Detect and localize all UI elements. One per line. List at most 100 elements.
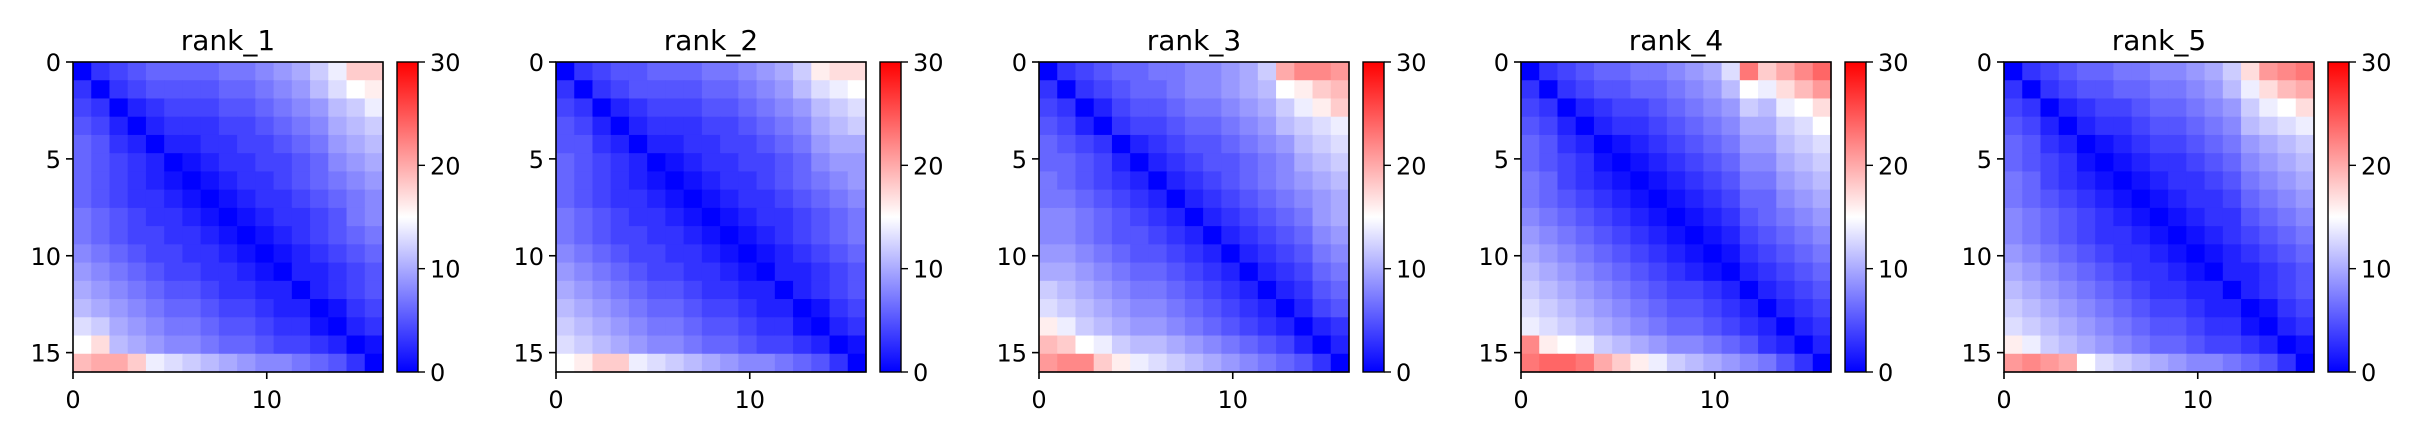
- heatmap-cell: [1557, 335, 1577, 355]
- heatmap-cell: [310, 299, 329, 318]
- heatmap-cell: [683, 353, 703, 373]
- heatmap-cell: [346, 280, 366, 300]
- heatmap-cell: [2259, 226, 2279, 245]
- heatmap-cell: [2186, 262, 2206, 282]
- heatmap-cell: [145, 353, 165, 373]
- heatmap-cell: [1685, 317, 1704, 337]
- heatmap-cell: [1330, 80, 1350, 100]
- heatmap-cell: [2095, 80, 2115, 100]
- heatmap-cell: [1794, 98, 1814, 118]
- heatmap-cell: [2295, 62, 2315, 81]
- heatmap-cell: [2040, 62, 2060, 81]
- heatmap-cell: [2186, 153, 2206, 173]
- heatmap-cell: [756, 280, 776, 300]
- heatmap-cell: [811, 299, 831, 318]
- heatmap-cell: [291, 317, 311, 337]
- panel-title: rank_4: [1629, 24, 1723, 57]
- heatmap-cell: [310, 262, 329, 282]
- heatmap-cell: [73, 207, 92, 227]
- heatmap-cell: [73, 244, 92, 264]
- heatmap-cell: [2241, 189, 2260, 209]
- heatmap-cell: [647, 353, 667, 373]
- heatmap-cell: [164, 207, 184, 227]
- heatmap-cell: [665, 80, 685, 100]
- heatmap-cell: [683, 207, 703, 227]
- heatmap-cell: [2076, 62, 2096, 81]
- heatmap-cell: [1593, 116, 1613, 136]
- heatmap-cell: [2004, 353, 2023, 373]
- heatmap-cell: [1666, 171, 1686, 191]
- heatmap-cell: [811, 317, 831, 337]
- heatmap-cell: [2259, 62, 2279, 81]
- colorbar-tick-label: 10: [913, 256, 944, 284]
- heatmap-cell: [291, 116, 311, 136]
- heatmap-cell: [1148, 226, 1168, 245]
- heatmap-cell: [647, 226, 667, 245]
- heatmap-cell: [1776, 335, 1796, 355]
- heatmap-cell: [1648, 299, 1668, 318]
- heatmap-cell: [1630, 299, 1650, 318]
- heatmap-cell: [811, 280, 831, 300]
- heatmap-cell: [1111, 280, 1131, 300]
- heatmap-cell: [1203, 189, 1222, 209]
- heatmap-cell: [2058, 171, 2078, 191]
- heatmap-cell: [1648, 207, 1668, 227]
- heatmap-cell: [2076, 353, 2096, 373]
- heatmap-cell: [2186, 98, 2206, 118]
- heatmap-cell: [1539, 171, 1559, 191]
- heatmap-cell: [701, 244, 721, 264]
- heatmap-cell: [2149, 207, 2169, 227]
- heatmap-cell: [182, 226, 202, 245]
- heatmap-cell: [811, 189, 831, 209]
- heatmap-cell: [793, 171, 812, 191]
- heatmap-cell: [665, 171, 685, 191]
- heatmap-cell: [200, 207, 220, 227]
- heatmap-cell: [1685, 207, 1704, 227]
- heatmap-cell: [1221, 153, 1241, 173]
- heatmap-cell: [647, 98, 667, 118]
- heatmap-cell: [218, 98, 238, 118]
- heatmap-cell: [738, 353, 758, 373]
- heatmap-cell: [1776, 153, 1796, 173]
- heatmap-cell: [793, 280, 812, 300]
- heatmap-cell: [255, 134, 275, 154]
- heatmap-cell: [109, 189, 129, 209]
- heatmap-cell: [1685, 353, 1704, 373]
- colorbar-tick-label: 30: [1878, 49, 1909, 77]
- heatmap-cell: [2277, 62, 2297, 81]
- heatmap-cell: [2259, 317, 2279, 337]
- heatmap-cells: [1039, 62, 1350, 373]
- heatmap-cell: [1758, 153, 1777, 173]
- heatmap-cell: [1203, 335, 1222, 355]
- heatmap-cell: [291, 80, 311, 100]
- heatmap-cell: [1039, 62, 1058, 81]
- heatmap-cell: [364, 134, 384, 154]
- heatmap-cell: [1093, 244, 1113, 264]
- heatmap-cell: [1239, 153, 1259, 173]
- heatmap-cell: [1666, 353, 1686, 373]
- heatmap-cell: [1057, 98, 1077, 118]
- heatmap-cell: [2095, 98, 2115, 118]
- heatmap-cell: [73, 280, 92, 300]
- heatmap-cell: [756, 171, 776, 191]
- heatmap-cell: [610, 299, 630, 318]
- heatmap-cell: [2277, 244, 2297, 264]
- x-tick-label: 0: [1031, 386, 1046, 414]
- heatmap-cell: [1648, 353, 1668, 373]
- y-tick-label: 0: [1977, 49, 1992, 77]
- heatmap-cell: [829, 80, 849, 100]
- heatmap-cell: [1666, 189, 1686, 209]
- heatmap-cell: [2113, 189, 2133, 209]
- heatmap-cell: [1221, 134, 1241, 154]
- heatmap-cell: [2076, 153, 2096, 173]
- heatmap-cell: [1666, 262, 1686, 282]
- heatmap-cell: [273, 353, 293, 373]
- heatmap-cell: [1666, 98, 1686, 118]
- heatmap-cell: [127, 207, 147, 227]
- heatmap-cell: [255, 317, 275, 337]
- heatmap-cell: [1148, 207, 1168, 227]
- heatmap-cell: [1758, 317, 1777, 337]
- heatmap-cell: [628, 262, 648, 282]
- heatmap-cell: [1812, 280, 1832, 300]
- heatmap-cell: [2076, 98, 2096, 118]
